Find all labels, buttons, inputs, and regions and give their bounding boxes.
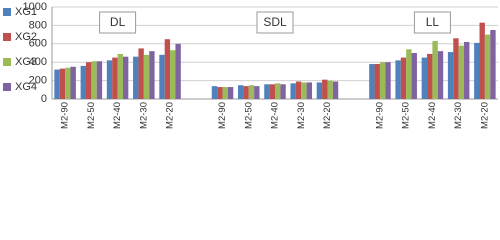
bar — [421, 57, 428, 99]
bar — [106, 60, 113, 99]
bar — [332, 81, 339, 99]
bar — [269, 84, 275, 99]
bar — [437, 51, 444, 99]
bar — [80, 65, 86, 99]
bar — [411, 53, 417, 99]
bar — [290, 83, 296, 99]
x-tick-label: M2-20 — [322, 102, 333, 129]
bar — [447, 52, 454, 99]
bar — [143, 54, 150, 99]
bar — [65, 67, 71, 99]
annotation: DL — [110, 15, 126, 29]
bar — [275, 83, 281, 99]
annotation: LL — [426, 15, 440, 29]
x-tick-label: M2-40 — [427, 102, 438, 129]
bar — [369, 64, 375, 99]
bar — [484, 34, 491, 99]
x-tick-label: M2-90 — [374, 102, 385, 129]
legend-swatch — [3, 8, 11, 16]
bar — [458, 45, 465, 99]
legend-label: XG1 — [15, 6, 37, 18]
x-tick-label: M2-40 — [112, 102, 123, 129]
x-tick-label: M2-50 — [86, 102, 97, 129]
bar — [217, 87, 223, 99]
bar — [248, 85, 255, 99]
legend-label: XG2 — [15, 31, 37, 43]
annotation: SDL — [263, 15, 287, 29]
x-tick-label: M2-90 — [217, 102, 228, 129]
x-tick-label: M2-50 — [401, 102, 412, 129]
y-tick-label: 600 — [29, 38, 47, 50]
legend-swatch — [3, 33, 11, 41]
bar — [379, 62, 386, 99]
bar — [164, 39, 171, 99]
y-tick-label: 0 — [41, 93, 47, 105]
bar — [238, 85, 244, 99]
chart: 0 200 400 600 800 1000 M2-90 M2-50 M2-40 M2-30 M2-… — [3, 1, 498, 129]
bar — [395, 60, 401, 99]
legend-swatch — [3, 83, 11, 91]
y-tick-label: 200 — [29, 75, 47, 87]
x-tick-label: M2-30 — [296, 102, 307, 129]
bar — [122, 56, 129, 99]
annotation-box — [99, 11, 137, 34]
x-tick-label: M2-20 — [479, 102, 490, 129]
y-tick-label: 800 — [29, 19, 47, 31]
x-tick-label: M2-20 — [165, 102, 176, 129]
x-tick-label: M2-30 — [453, 102, 464, 129]
bar — [59, 68, 66, 99]
bar — [264, 84, 270, 99]
bar — [112, 57, 118, 99]
bar — [301, 82, 307, 99]
bar — [406, 49, 412, 99]
bar — [70, 66, 76, 99]
annotation-box — [413, 11, 451, 34]
legend-label: XG3 — [15, 56, 37, 68]
bar — [222, 87, 228, 99]
x-tick-label: M2-50 — [243, 102, 254, 129]
bar — [227, 87, 234, 99]
bar — [385, 62, 391, 99]
bar — [327, 80, 333, 99]
x-tick-label: M2-40 — [270, 102, 281, 129]
bar — [85, 62, 92, 99]
y-tick-label: 400 — [29, 56, 47, 68]
bar — [243, 86, 249, 99]
bar — [453, 38, 459, 99]
bar — [211, 86, 218, 99]
bar — [322, 79, 328, 99]
bar — [280, 84, 286, 99]
bar — [474, 42, 480, 99]
bar — [133, 56, 139, 99]
bar — [374, 64, 380, 99]
y-tick-label: 1000 — [23, 1, 47, 13]
bar — [91, 61, 97, 99]
annotation-box — [256, 11, 294, 34]
bar — [159, 54, 165, 99]
bar — [400, 57, 407, 99]
x-tick-label: M2-90 — [60, 102, 71, 129]
bar — [295, 81, 302, 99]
bar — [54, 69, 60, 99]
bar — [464, 41, 470, 99]
bar — [427, 53, 433, 99]
legend-label: XG4 — [15, 81, 37, 93]
bar — [254, 86, 260, 99]
bar — [316, 82, 323, 99]
bar — [175, 43, 181, 99]
legend-swatch — [3, 58, 11, 66]
bar — [96, 61, 103, 99]
bar — [432, 41, 438, 99]
bar — [149, 51, 155, 99]
bar — [490, 30, 496, 99]
bar — [479, 22, 485, 99]
bar — [117, 53, 123, 99]
bar — [170, 50, 176, 99]
x-tick-label: M2-30 — [138, 102, 149, 129]
bar — [138, 48, 144, 99]
bar — [306, 82, 312, 99]
